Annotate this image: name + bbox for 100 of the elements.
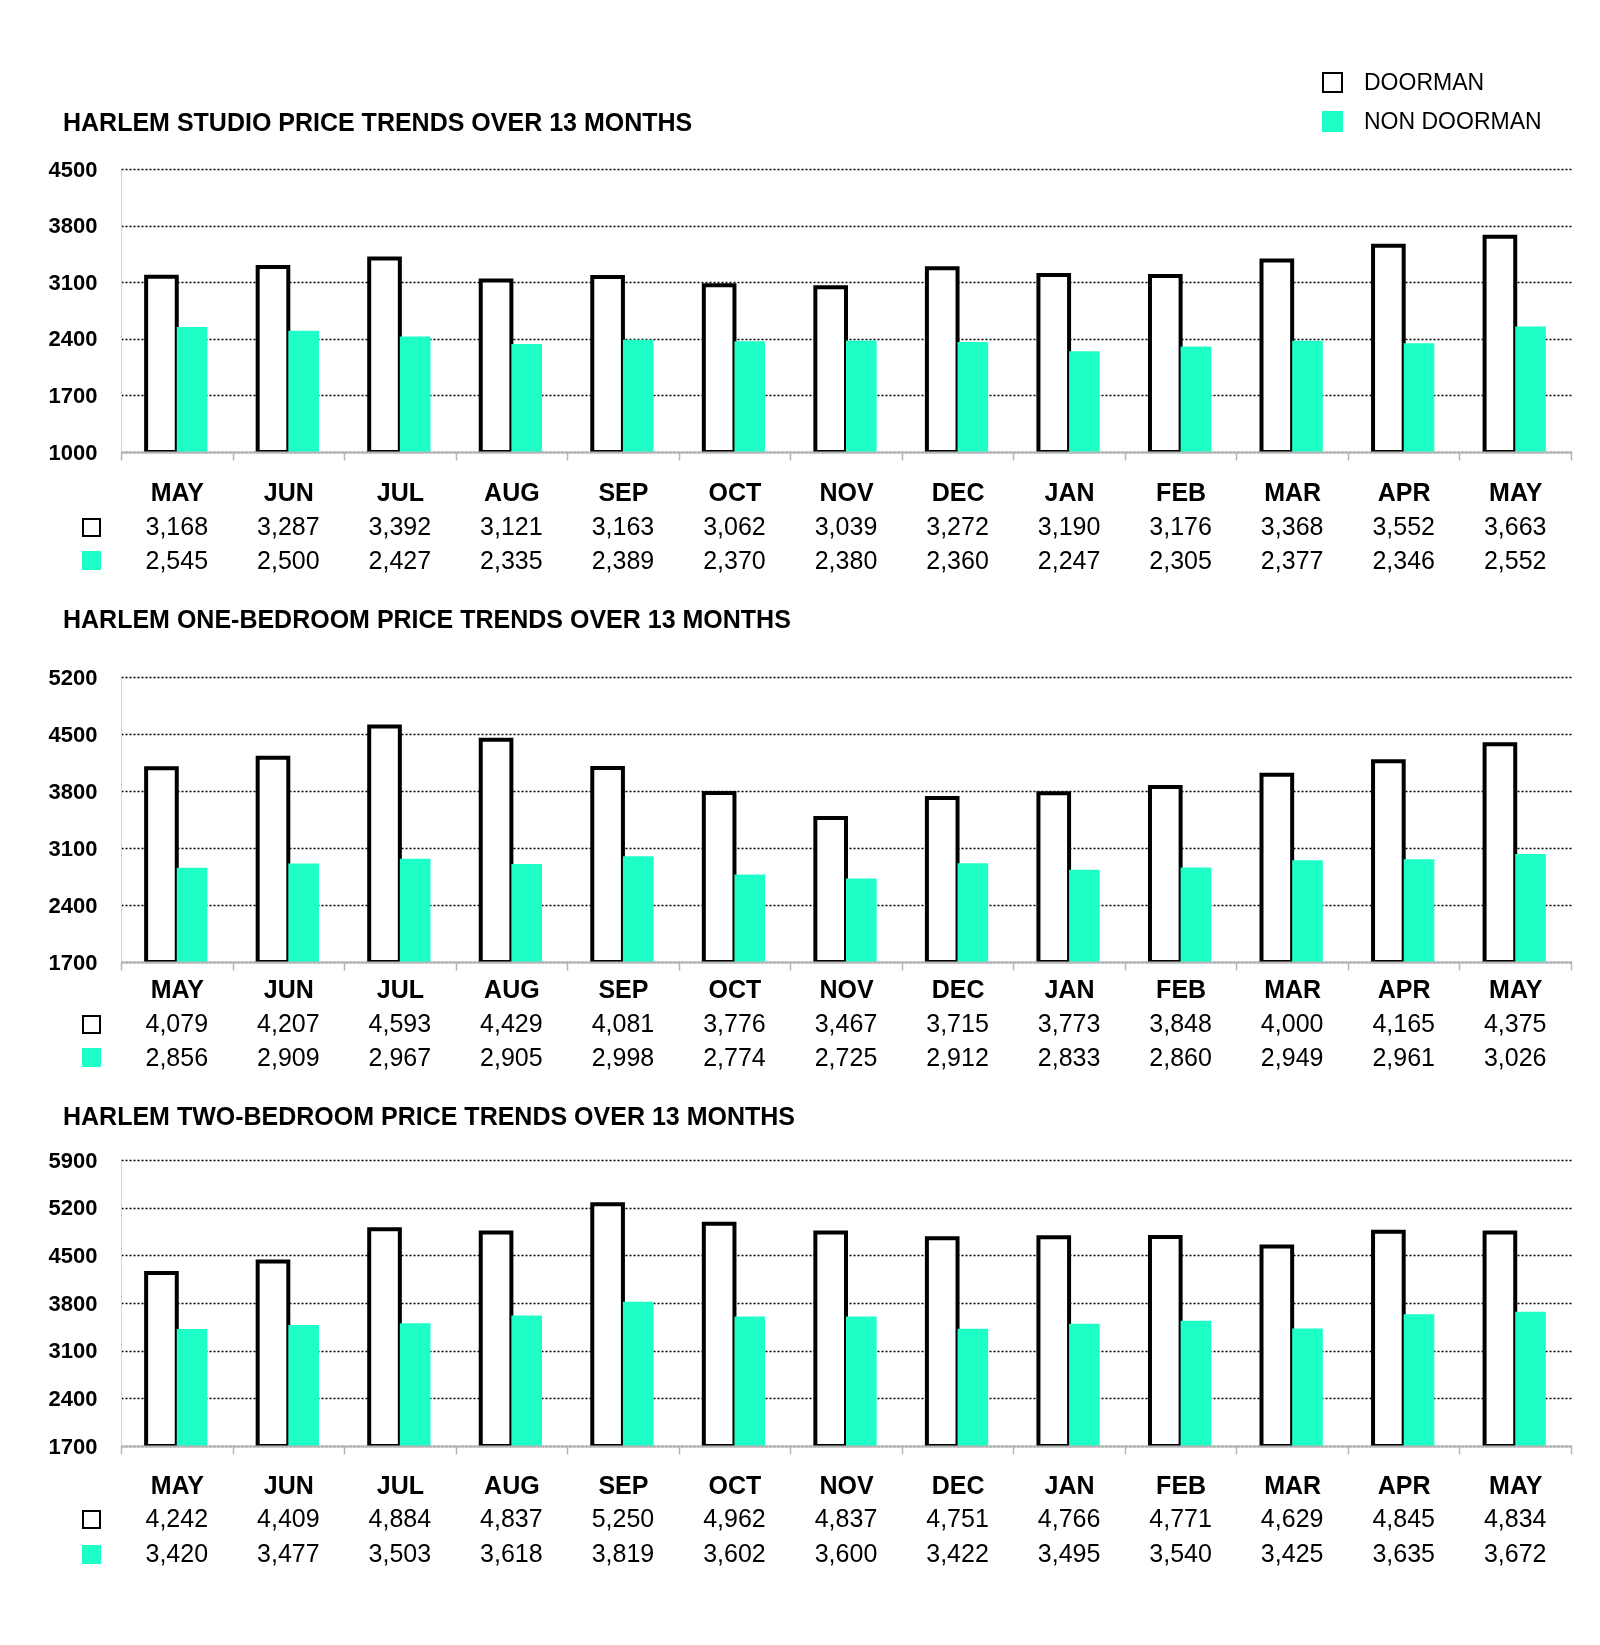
data-label: 4,751: [926, 1504, 989, 1532]
chart-title: HARLEM TWO-BEDROOM PRICE TRENDS OVER 13 MONTHS: [63, 1102, 795, 1130]
y-tick-label: 3100: [48, 1338, 98, 1364]
data-label: 3,602: [703, 1539, 766, 1567]
data-label: 4,837: [814, 1504, 878, 1532]
data-label: 4,834: [1483, 1504, 1547, 1532]
x-tick-label: DEC: [931, 1470, 985, 1499]
data-label: 3,163: [591, 512, 655, 540]
x-tick-label: JUL: [376, 1470, 424, 1499]
x-tick-label: MAY: [150, 1470, 205, 1499]
data-label: 5,250: [591, 1504, 655, 1532]
data-label: 4,593: [368, 1009, 432, 1037]
y-tick-label: 3100: [48, 269, 98, 295]
x-tick-label: APR: [1377, 477, 1431, 506]
legend-label: NON DOORMAN: [1364, 107, 1542, 134]
data-label: 3,425: [1260, 1539, 1324, 1567]
data-label: 2,725: [814, 1042, 878, 1071]
data-label: 3,495: [1037, 1539, 1101, 1567]
data-label: 4,409: [257, 1504, 320, 1532]
x-tick-label: MAR: [1264, 1470, 1322, 1499]
data-label: 3,026: [1483, 1042, 1547, 1071]
data-label: 2,360: [926, 545, 989, 574]
y-tick-label: 5200: [48, 664, 98, 690]
y-tick-label: 3800: [48, 1290, 98, 1316]
data-label: 2,967: [368, 1042, 432, 1071]
x-tick-label: SEP: [598, 477, 649, 506]
data-label: 3,477: [257, 1539, 320, 1567]
data-label: 2,905: [480, 1042, 543, 1071]
data-label: 3,168: [145, 512, 209, 540]
x-tick-label: JAN: [1044, 477, 1095, 506]
y-tick-label: 1000: [48, 439, 98, 465]
data-label: 4,242: [145, 1504, 209, 1532]
x-tick-label: MAY: [1489, 974, 1543, 1003]
data-label: 3,773: [1037, 1009, 1101, 1037]
data-label: 3,422: [926, 1539, 989, 1567]
y-tick-label: 2400: [48, 326, 98, 352]
x-tick-label: SEP: [598, 1470, 649, 1499]
x-tick-label: FEB: [1156, 1470, 1207, 1499]
data-label: 2,912: [926, 1042, 989, 1071]
data-label: 3,618: [480, 1539, 543, 1567]
x-tick-label: NOV: [819, 974, 874, 1003]
x-tick-label: NOV: [819, 1470, 874, 1499]
data-label: 4,771: [1149, 1504, 1212, 1532]
y-tick-label: 5200: [48, 1195, 98, 1221]
data-label: 3,776: [703, 1009, 766, 1037]
y-tick-label: 3800: [48, 778, 98, 804]
data-label: 2,774: [703, 1042, 766, 1071]
x-tick-label: OCT: [708, 477, 762, 506]
data-label: 2,247: [1037, 545, 1101, 574]
x-tick-label: OCT: [708, 974, 762, 1003]
data-label: 2,389: [591, 545, 655, 574]
data-label: 2,545: [145, 545, 209, 574]
x-tick-label: MAY: [1489, 477, 1543, 506]
y-tick-label: 4500: [48, 156, 98, 182]
data-label: 4,207: [257, 1009, 320, 1037]
x-tick-label: AUG: [484, 1470, 540, 1499]
data-label: 2,856: [145, 1042, 209, 1071]
y-tick-label: 1700: [48, 382, 98, 408]
data-label: 3,176: [1149, 512, 1212, 540]
data-label: 3,600: [814, 1539, 878, 1567]
chart-title: HARLEM ONE-BEDROOM PRICE TRENDS OVER 13 MONTHS: [63, 605, 791, 633]
data-label: 2,552: [1483, 545, 1547, 574]
x-tick-label: JUL: [376, 974, 424, 1003]
data-label: 3,392: [368, 512, 432, 540]
x-tick-label: MAR: [1264, 974, 1322, 1003]
data-label: 2,961: [1372, 1042, 1435, 1071]
y-tick-label: 5900: [48, 1147, 98, 1173]
data-label: 4,962: [703, 1504, 766, 1532]
data-label: 3,819: [591, 1539, 655, 1567]
x-tick-label: MAR: [1264, 477, 1322, 506]
data-label: 3,663: [1483, 512, 1547, 540]
y-tick-label: 1700: [48, 949, 98, 975]
data-label: 4,165: [1372, 1009, 1435, 1037]
x-tick-label: DEC: [931, 974, 985, 1003]
data-label: 4,081: [591, 1009, 655, 1037]
x-tick-label: JAN: [1044, 974, 1095, 1003]
y-tick-label: 2400: [48, 1385, 98, 1411]
data-label: 3,635: [1372, 1539, 1435, 1567]
data-label: 3,121: [480, 512, 543, 540]
data-label: 3,467: [814, 1009, 878, 1037]
x-tick-label: AUG: [484, 477, 540, 506]
data-label: 2,860: [1149, 1042, 1212, 1071]
data-label: 3,368: [1260, 512, 1324, 540]
x-tick-label: APR: [1377, 1470, 1431, 1499]
data-label: 3,503: [368, 1539, 432, 1567]
data-label: 3,272: [926, 512, 989, 540]
data-label: 2,909: [257, 1042, 320, 1071]
data-label: 4,837: [480, 1504, 543, 1532]
chart-title: HARLEM STUDIO PRICE TRENDS OVER 13 MONTHS: [63, 108, 693, 136]
data-label: 3,552: [1372, 512, 1435, 540]
y-tick-label: 3100: [48, 835, 98, 861]
y-tick-label: 1700: [48, 1433, 98, 1459]
x-tick-label: MAY: [1489, 1470, 1543, 1499]
data-label: 2,833: [1037, 1042, 1101, 1071]
data-label: 2,335: [480, 545, 543, 574]
y-tick-label: 4500: [48, 1242, 98, 1268]
x-tick-label: MAY: [150, 974, 205, 1003]
data-label: 4,000: [1260, 1009, 1324, 1037]
data-label: 2,346: [1372, 545, 1435, 574]
x-tick-label: FEB: [1156, 477, 1207, 506]
